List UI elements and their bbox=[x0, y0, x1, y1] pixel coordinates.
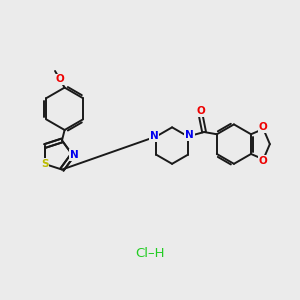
Text: N: N bbox=[70, 150, 78, 160]
Text: O: O bbox=[56, 74, 64, 84]
Text: N: N bbox=[149, 131, 158, 142]
Text: O: O bbox=[196, 106, 205, 116]
Text: Cl–H: Cl–H bbox=[135, 247, 165, 260]
Text: N: N bbox=[185, 130, 194, 140]
Text: S: S bbox=[41, 159, 49, 169]
Text: O: O bbox=[259, 156, 268, 166]
Text: O: O bbox=[259, 122, 268, 133]
